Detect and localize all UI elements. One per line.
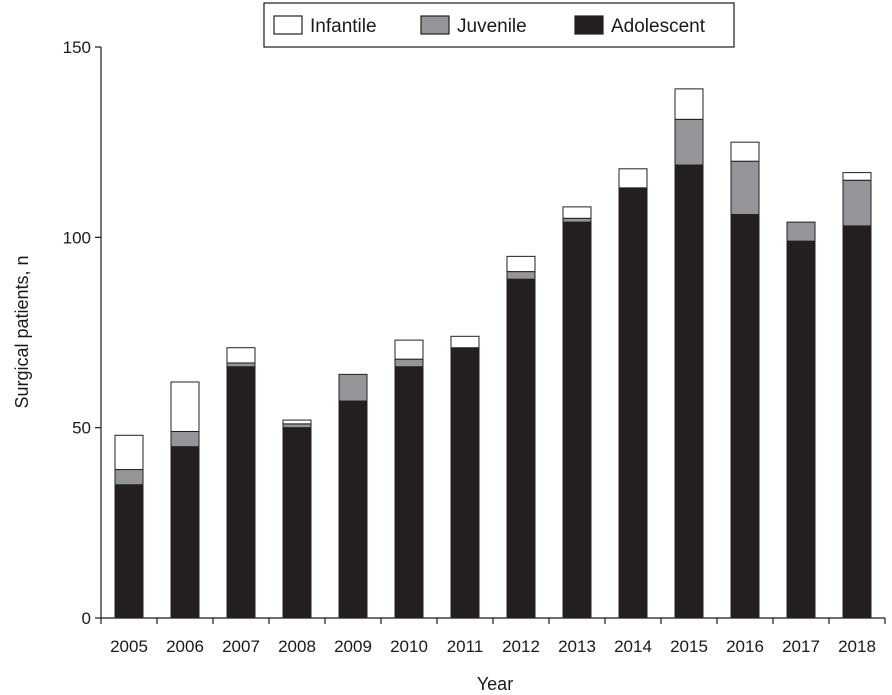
legend-label-adolescent: Adolescent (611, 16, 706, 37)
x-axis-title: Year (477, 674, 513, 694)
bar-segment-adolescent-2011 (450, 347, 480, 619)
y-axis-title: Surgical patients, n (12, 255, 32, 408)
x-tick-label: 2005 (110, 637, 148, 656)
bar-segment-adolescent-2009 (338, 400, 368, 619)
bar-segment-infantile-2006 (170, 381, 200, 432)
bar-segment-adolescent-2014 (618, 187, 648, 619)
legend-label-infantile: Infantile (310, 16, 377, 37)
bar-segment-adolescent-2015 (674, 164, 704, 619)
bar-segment-adolescent-2018 (842, 225, 872, 619)
bar-segment-adolescent-2010 (394, 366, 424, 619)
bar-segment-juvenile-2018 (842, 179, 872, 227)
y-tick-label: 0 (82, 609, 91, 628)
bar-segment-juvenile-2008 (282, 423, 312, 429)
bar-segment-infantile-2015 (674, 88, 704, 120)
y-tick-label: 50 (72, 419, 91, 438)
bar-segment-juvenile-2010 (394, 358, 424, 368)
x-tick-label: 2012 (502, 637, 540, 656)
x-tick-label: 2015 (670, 637, 708, 656)
bar-segment-juvenile-2007 (226, 362, 256, 368)
bar-segment-juvenile-2006 (170, 430, 200, 448)
bar-segment-juvenile-2012 (506, 271, 536, 280)
bar-segment-adolescent-2005 (114, 484, 144, 619)
y-axis: 0 50 100 150 (63, 38, 102, 628)
x-tick-label: 2006 (166, 637, 204, 656)
bar-segment-adolescent-2006 (170, 446, 200, 619)
y-tick-label: 150 (63, 38, 91, 57)
bar-segment-juvenile-2017 (786, 221, 816, 242)
legend: Infantile Juvenile Adolescent (263, 2, 735, 48)
legend-label-juvenile: Juvenile (457, 16, 527, 37)
x-tick-label: 2011 (447, 637, 484, 656)
bar-segment-adolescent-2007 (226, 366, 256, 619)
bar-segment-juvenile-2005 (114, 469, 144, 486)
x-tick-label: 2014 (614, 637, 652, 656)
bar-segment-infantile-2014 (618, 168, 648, 189)
legend-swatch-adolescent (574, 15, 604, 35)
bar-segment-adolescent-2012 (506, 278, 536, 619)
y-tick-label: 100 (63, 228, 91, 247)
x-tick-label: 2017 (782, 637, 820, 656)
bar-segment-infantile-2018 (842, 172, 872, 181)
x-tick-label: 2013 (558, 637, 596, 656)
x-tick-label: 2008 (278, 637, 316, 656)
bar-segment-infantile-2011 (450, 335, 480, 349)
bar-segment-adolescent-2016 (730, 213, 760, 619)
bar-segment-infantile-2008 (282, 419, 312, 425)
bar-segment-juvenile-2015 (674, 118, 704, 166)
bar-segment-infantile-2005 (114, 434, 144, 471)
x-tick-label: 2010 (390, 637, 428, 656)
x-tick-label: 2009 (334, 637, 372, 656)
bar-segment-infantile-2010 (394, 339, 424, 360)
bar-segment-infantile-2016 (730, 141, 760, 162)
x-tick-label: 2007 (222, 637, 260, 656)
bar-segment-infantile-2013 (562, 206, 592, 219)
bar-segment-adolescent-2008 (282, 427, 312, 619)
x-tick-label: 2016 (726, 637, 764, 656)
legend-swatch-juvenile (420, 15, 450, 35)
legend-swatch-infantile (273, 15, 303, 35)
x-tick-label: 2018 (838, 637, 876, 656)
x-axis: 2005 2006 2007 2008 2009 2010 2011 2012 2013 2014… (100, 617, 886, 656)
bar-segment-infantile-2007 (226, 347, 256, 364)
legend-box (263, 2, 735, 48)
bars (114, 88, 872, 619)
bar-segment-infantile-2012 (506, 255, 536, 273)
bar-segment-adolescent-2017 (786, 240, 816, 619)
bar-segment-juvenile-2013 (562, 217, 592, 223)
bar-segment-juvenile-2009 (338, 373, 368, 402)
bar-segment-juvenile-2016 (730, 160, 760, 215)
bar-segment-adolescent-2013 (562, 221, 592, 619)
